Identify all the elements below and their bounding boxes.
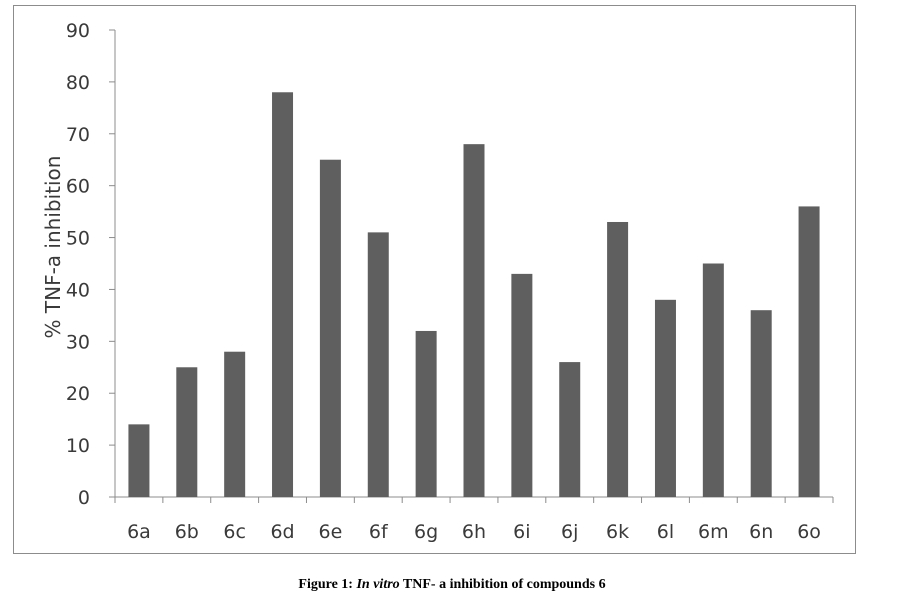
figure-caption: Figure 1: In vitro TNF- a inhibition of … bbox=[0, 577, 904, 593]
caption-suffix: TNF- a inhibition of compounds 6 bbox=[399, 577, 606, 592]
bar-6a bbox=[128, 424, 150, 497]
x-tick-label: 6d bbox=[270, 521, 294, 543]
caption-prefix: Figure 1: bbox=[298, 577, 357, 592]
caption-italic: In vitro bbox=[356, 577, 400, 592]
x-tick-label: 6k bbox=[606, 521, 629, 543]
bar-6j bbox=[559, 362, 581, 497]
bar-chart: 0 10 20 30 40 50 60 70 80 90 6a 6b 6c 6d 6e 6f 6g 6h 6i 6j… bbox=[41, 20, 834, 543]
y-tick-label: 10 bbox=[66, 435, 90, 457]
bar-6g bbox=[415, 330, 437, 497]
x-tick-label: 6f bbox=[369, 521, 389, 543]
bar-6m bbox=[702, 263, 724, 497]
x-tick-label: 6e bbox=[319, 521, 343, 543]
y-tick-label: 80 bbox=[66, 72, 90, 94]
x-tick-label: 6h bbox=[462, 521, 486, 543]
x-tick-label: 6a bbox=[127, 521, 151, 543]
bar-6h bbox=[463, 144, 485, 497]
y-axis: 0 10 20 30 40 50 60 70 80 90 bbox=[66, 20, 116, 509]
y-tick-label: 30 bbox=[66, 331, 90, 353]
x-tick-label: 6j bbox=[561, 521, 578, 543]
y-tick-label: 70 bbox=[66, 124, 90, 146]
bars bbox=[128, 92, 820, 498]
y-tick-label: 60 bbox=[66, 176, 90, 198]
bar-6o bbox=[798, 206, 820, 497]
x-tick-label: 6m bbox=[698, 521, 729, 543]
y-tick-label: 20 bbox=[66, 383, 90, 405]
y-tick-label: 50 bbox=[66, 228, 90, 250]
x-tick-label: 6i bbox=[513, 521, 530, 543]
bar-6b bbox=[176, 367, 198, 497]
x-tick-label: 6g bbox=[414, 521, 438, 543]
bar-6e bbox=[319, 159, 341, 497]
bar-6f bbox=[367, 232, 389, 497]
y-tick-label: 40 bbox=[66, 279, 90, 301]
x-tick-label: 6o bbox=[797, 521, 821, 543]
x-tick-label: 6n bbox=[749, 521, 773, 543]
bar-6k bbox=[607, 221, 629, 497]
y-tick-label: 90 bbox=[66, 20, 90, 42]
bar-6i bbox=[511, 273, 533, 497]
bar-6d bbox=[272, 92, 294, 498]
y-axis-title: % TNF-a inhibition bbox=[41, 156, 65, 339]
y-tick-label: 0 bbox=[78, 487, 90, 509]
bar-6l bbox=[654, 299, 676, 497]
x-tick-label: 6b bbox=[175, 521, 199, 543]
x-tick-label: 6c bbox=[223, 521, 246, 543]
x-axis: 6a 6b 6c 6d 6e 6f 6g 6h 6i 6j 6k 6l 6m 6n 6o bbox=[114, 496, 834, 543]
bar-6n bbox=[750, 310, 772, 497]
x-tick-label: 6l bbox=[657, 521, 674, 543]
bar-6c bbox=[224, 351, 246, 497]
